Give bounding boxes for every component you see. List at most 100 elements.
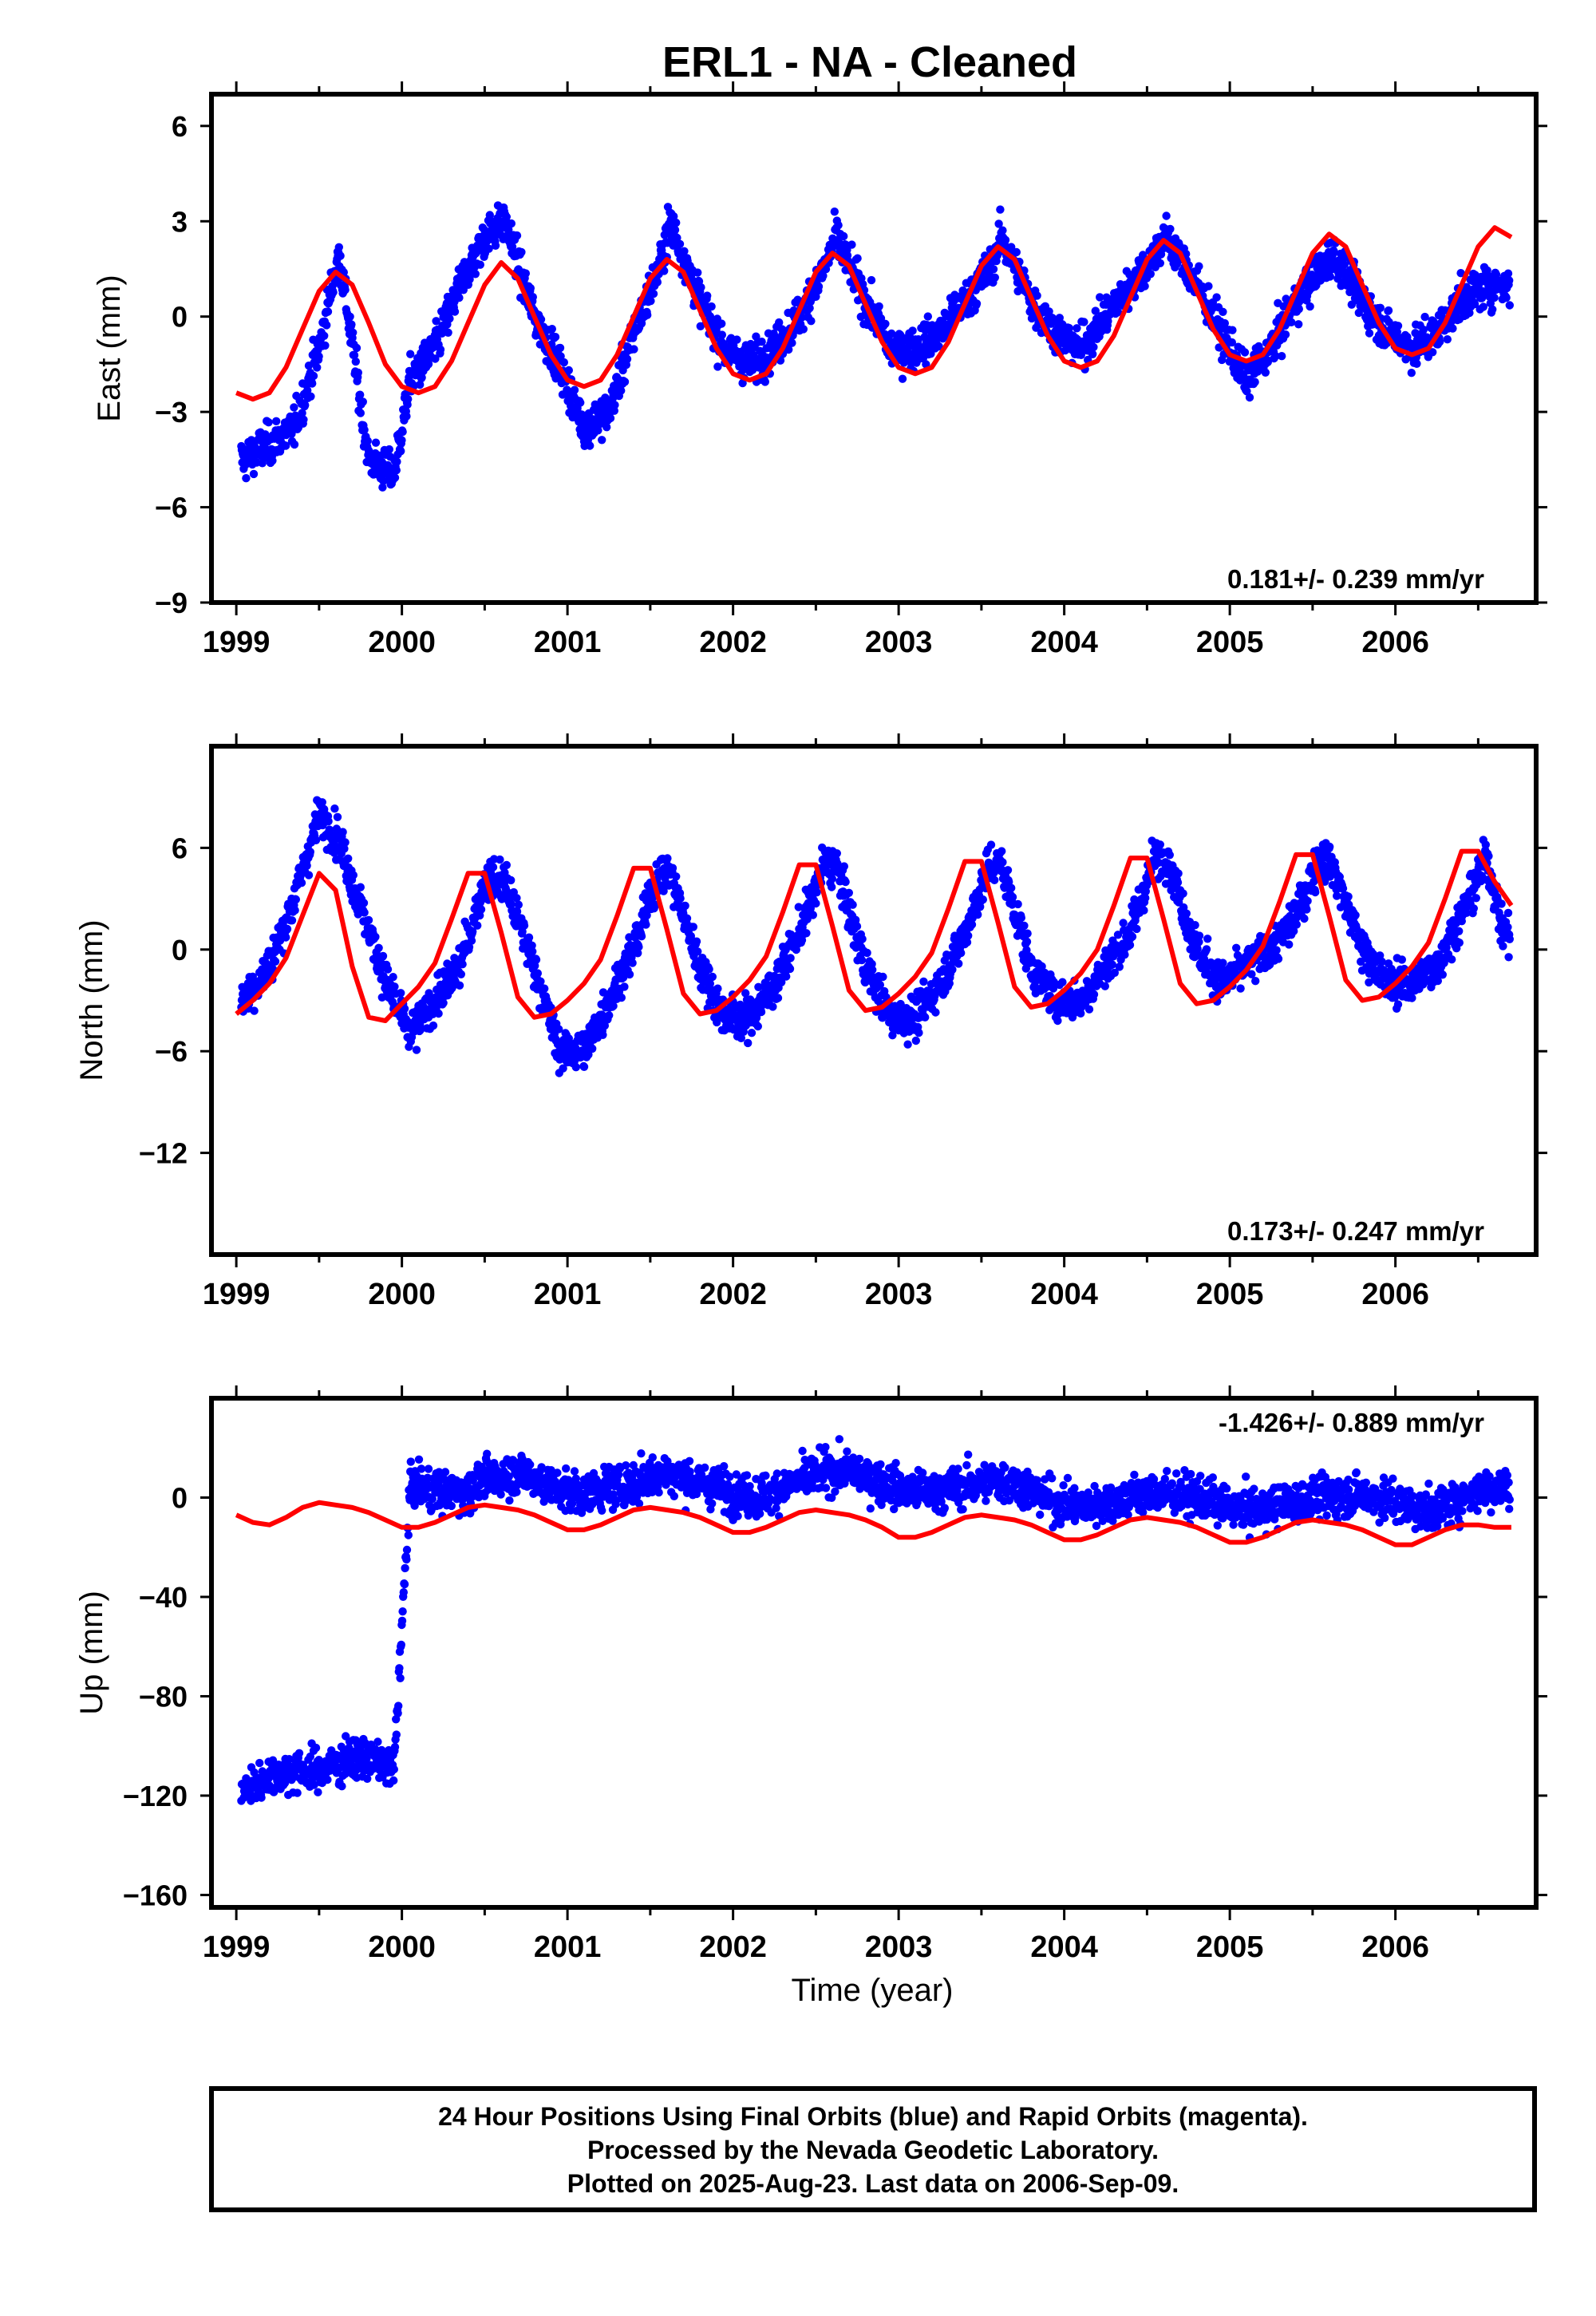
north-data-point: [990, 875, 999, 885]
north-data-point: [330, 804, 339, 813]
east-data-point: [853, 254, 862, 263]
east-model-line: [235, 225, 1513, 402]
east-data-point: [1140, 282, 1149, 290]
north-data-point: [514, 900, 523, 909]
north-data-point: [507, 875, 516, 885]
north-data-point: [1191, 921, 1199, 930]
east-data-point: [320, 331, 329, 340]
east-panel: 1999 2000 2001 2002 2003 2004 2005 2006630−3−6−…: [92, 81, 1547, 659]
east-data-point: [1479, 302, 1488, 311]
north-data-point: [693, 947, 702, 956]
east-data-point: [622, 354, 632, 364]
north-data-point: [851, 915, 860, 924]
east-data-point: [242, 474, 251, 483]
east-data-point: [1204, 282, 1213, 290]
north-data-point: [948, 965, 957, 974]
north-data-point: [962, 938, 972, 947]
east-data-point: [620, 377, 630, 386]
north-data-point: [502, 860, 511, 870]
north-data-point: [833, 859, 842, 868]
figure-title: ERL1 - NA - Cleaned: [662, 38, 1077, 86]
east-data-point: [491, 241, 500, 250]
north-data-point: [1049, 984, 1058, 993]
east-data-point: [484, 244, 493, 253]
east-data-point: [1448, 324, 1457, 333]
north-data-point: [753, 1022, 762, 1031]
north-data-point: [625, 970, 634, 979]
north-data-point: [1110, 968, 1120, 978]
north-data-point: [555, 1025, 563, 1034]
north-data-point: [757, 1007, 766, 1017]
east-data-point: [972, 299, 982, 308]
north-data-point: [957, 948, 966, 958]
north-data-point: [290, 906, 299, 915]
north-data-point: [903, 1040, 912, 1049]
east-data-point: [323, 307, 333, 316]
north-data-point: [250, 1006, 259, 1015]
east-data-point: [1365, 329, 1374, 338]
east-data-point: [1166, 224, 1175, 234]
east-data-point: [564, 366, 573, 375]
north-data-point: [1274, 954, 1283, 963]
north-data-point: [713, 1018, 721, 1027]
north-data-point: [978, 895, 988, 904]
east-data-point: [1055, 314, 1065, 322]
east-data-point: [476, 260, 484, 269]
east-x-tick-label: 2006: [1361, 626, 1429, 659]
east-data-point: [1096, 293, 1104, 302]
east-data-point: [717, 319, 726, 328]
east-data-point: [643, 310, 652, 319]
north-data-point: [628, 958, 637, 967]
north-data-point: [919, 977, 928, 986]
east-data-point: [1195, 262, 1203, 271]
east-data-point: [556, 352, 565, 361]
north-data-point: [967, 920, 977, 929]
north-data-point: [663, 854, 672, 863]
east-data-point: [1278, 352, 1286, 361]
east-data-point: [1491, 270, 1501, 279]
north-data-point: [291, 895, 300, 904]
east-data-point: [436, 345, 445, 354]
north-data-point: [659, 887, 668, 895]
east-data-point: [830, 207, 839, 216]
north-data-point: [364, 915, 373, 925]
north-data-point: [455, 981, 464, 990]
north-data-point: [467, 936, 476, 945]
north-data-point: [754, 982, 763, 992]
east-data-point: [673, 233, 681, 243]
east-data-point: [1294, 305, 1304, 314]
north-data-point: [338, 828, 347, 836]
east-data-point: [1250, 377, 1259, 386]
north-data-point: [360, 908, 369, 917]
north-data-point: [782, 972, 791, 981]
north-data-point: [318, 798, 326, 807]
east-data-point: [392, 466, 401, 475]
east-plot-frame: [209, 92, 1539, 605]
north-data-point: [1013, 899, 1022, 909]
north-data-point: [507, 899, 516, 909]
north-data-point: [378, 951, 388, 961]
north-data-point: [741, 989, 750, 998]
north-data-point: [852, 922, 862, 931]
north-panel: 1999 2000 2001 2002 2003 2004 2005 200660−6−12N…: [74, 733, 1547, 1311]
east-data-point: [990, 273, 1000, 282]
east-data-point: [547, 325, 556, 334]
north-data-point: [306, 848, 314, 856]
north-data-point: [341, 838, 350, 847]
east-data-point: [1077, 350, 1086, 359]
east-data-point: [670, 225, 680, 235]
east-data-point: [303, 386, 312, 395]
east-x-tick-label: 2002: [699, 626, 767, 659]
north-data-point: [531, 955, 541, 964]
east-data-point: [1428, 348, 1437, 357]
north-data-point: [786, 954, 795, 962]
east-data-point: [1240, 348, 1250, 357]
east-data-point: [1219, 307, 1227, 316]
east-x-tick-label: 2000: [368, 626, 436, 659]
east-data-point: [350, 350, 359, 360]
north-data-point: [287, 916, 297, 925]
north-data-point: [1311, 887, 1320, 897]
east-data-point: [630, 345, 638, 354]
east-data-point: [807, 317, 816, 326]
north-data-point: [324, 816, 333, 826]
